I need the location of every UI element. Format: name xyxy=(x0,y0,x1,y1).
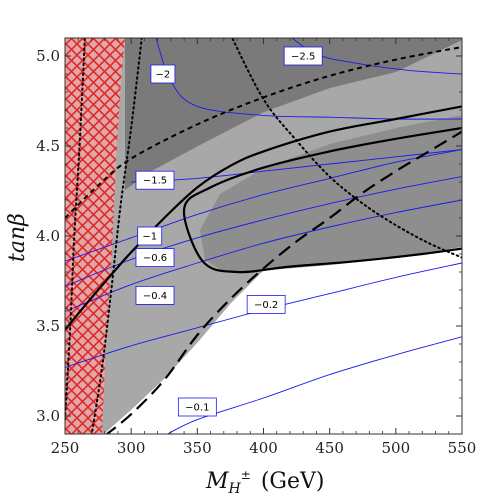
black-dashed-short-contour-line xyxy=(65,46,462,219)
dark-gray-region xyxy=(125,38,462,190)
contour-value-label: −2 xyxy=(150,64,176,84)
x-tick-label: 500 xyxy=(382,439,411,457)
x-tick-label: 250 xyxy=(51,439,80,457)
contour-label-box xyxy=(283,46,323,66)
x-tick-label: 550 xyxy=(448,439,477,457)
blue-contour-line xyxy=(65,176,462,287)
contour-label-box xyxy=(177,397,217,417)
blue-contour-line xyxy=(166,336,462,434)
contour-label-text: −1.5 xyxy=(143,176,167,187)
y-tick-label: 3.0 xyxy=(36,407,60,425)
y-tick-label: 5.0 xyxy=(36,47,60,65)
black-solid-contour-line xyxy=(65,105,462,331)
contour-value-label: −0.4 xyxy=(135,285,175,305)
black-dotted-contour-line xyxy=(90,38,143,434)
contour-label-text: −2 xyxy=(156,70,171,81)
black-dotted-contour-line xyxy=(231,38,462,259)
contour-label-box xyxy=(135,285,175,305)
y-tick-label: 4.0 xyxy=(36,227,60,245)
blue-contour-line xyxy=(65,149,462,262)
contour-value-label: −0.1 xyxy=(177,397,217,417)
excluded-hatched-region xyxy=(65,38,125,434)
contour-label-text: −0.1 xyxy=(185,403,209,414)
contour-value-label: −0.6 xyxy=(135,248,175,268)
blue-contour-line xyxy=(65,199,462,313)
contour-value-label: −2.5 xyxy=(283,46,323,66)
dark-gray-inner-region xyxy=(200,115,462,272)
contour-value-label: −1 xyxy=(137,226,163,246)
contour-label-text: −1 xyxy=(142,232,157,243)
black-solid-contour-line xyxy=(182,126,462,274)
y-axis-title: tanβ xyxy=(5,213,30,262)
contour-label-box xyxy=(135,170,175,190)
contour-label-box xyxy=(135,248,175,268)
contour-label-box xyxy=(246,294,286,314)
x-tick-label: 450 xyxy=(315,439,344,457)
black-dashed-contour-line xyxy=(105,130,462,434)
x-tick-label: 300 xyxy=(117,439,146,457)
blue-contour-line xyxy=(131,149,462,183)
y-tick-label: 3.5 xyxy=(36,317,60,335)
contour-label-text: −0.4 xyxy=(143,291,167,302)
contour-value-label: −0.2 xyxy=(246,294,286,314)
contour-value-label: −1.5 xyxy=(135,170,175,190)
y-tick-label: 4.5 xyxy=(36,137,60,155)
contour-label-text: −0.2 xyxy=(254,300,278,311)
contour-label-box xyxy=(150,64,176,84)
x-tick-label: 350 xyxy=(183,439,212,457)
x-tick-label: 400 xyxy=(249,439,278,457)
contour-label-text: −2.5 xyxy=(291,52,315,63)
contour-label-box xyxy=(137,226,163,246)
x-axis-title: MH± (GeV) xyxy=(205,468,324,497)
black-dotted-contour-line xyxy=(65,38,86,421)
contour-label-text: −0.6 xyxy=(143,253,167,264)
